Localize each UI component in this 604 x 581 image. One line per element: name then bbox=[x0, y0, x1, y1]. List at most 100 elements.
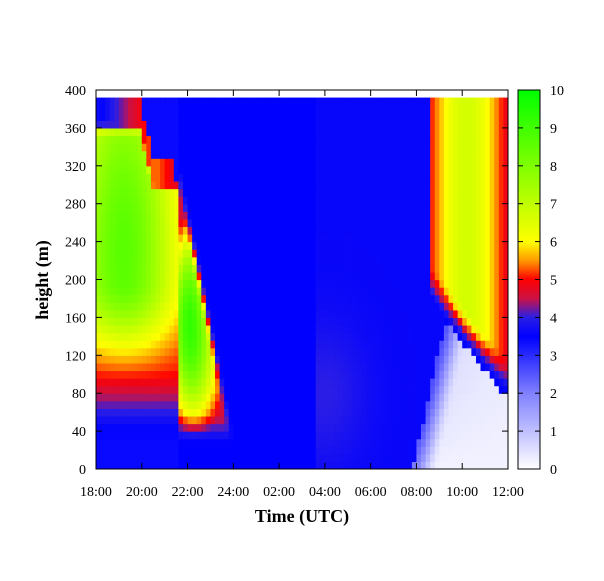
heatmap-cell bbox=[219, 332, 225, 341]
heatmap-cell bbox=[155, 127, 161, 137]
heatmap-cell bbox=[237, 120, 244, 129]
heatmap-cell bbox=[224, 287, 230, 296]
heatmap-cell bbox=[279, 120, 285, 129]
heatmap-cell bbox=[164, 317, 170, 326]
heatmap-cell bbox=[402, 226, 408, 235]
heatmap-cell bbox=[137, 347, 143, 356]
heatmap-cell bbox=[471, 105, 477, 114]
heatmap-cell bbox=[311, 453, 317, 463]
heatmap-cell bbox=[109, 97, 115, 106]
heatmap-cell bbox=[219, 362, 225, 372]
colorbar-tick-label: 1 bbox=[550, 425, 557, 440]
heatmap-cell bbox=[114, 378, 120, 387]
heatmap-cell bbox=[457, 332, 463, 341]
heatmap-cell bbox=[375, 355, 381, 364]
heatmap-cell bbox=[466, 196, 472, 205]
heatmap-cell bbox=[237, 423, 244, 432]
heatmap-cell bbox=[430, 279, 436, 288]
heatmap-cell bbox=[475, 408, 482, 417]
heatmap-cell bbox=[466, 385, 472, 394]
heatmap-cell bbox=[256, 453, 262, 463]
heatmap-cell bbox=[471, 370, 477, 379]
heatmap-cell bbox=[297, 453, 303, 463]
heatmap-cell bbox=[489, 150, 495, 159]
heatmap-cell bbox=[347, 196, 353, 205]
heatmap-cell bbox=[421, 423, 427, 432]
heatmap-cell bbox=[169, 453, 175, 463]
heatmap-cell bbox=[448, 317, 454, 326]
heatmap-cell bbox=[411, 271, 418, 281]
heatmap-cell bbox=[498, 211, 505, 220]
heatmap-cell bbox=[393, 355, 399, 364]
heatmap-cell bbox=[132, 408, 138, 417]
heatmap-cell bbox=[453, 453, 459, 463]
heatmap-cell bbox=[288, 362, 294, 372]
heatmap-cell bbox=[453, 438, 459, 447]
x-tick-label: 18:00 bbox=[80, 485, 112, 500]
heatmap-cell bbox=[164, 127, 170, 137]
heatmap-cell bbox=[274, 332, 280, 341]
heatmap-cell bbox=[503, 415, 508, 425]
heatmap-cell bbox=[471, 340, 477, 349]
heatmap-cell bbox=[352, 385, 358, 394]
heatmap-cell bbox=[462, 446, 468, 455]
heatmap-cell bbox=[132, 196, 138, 205]
heatmap-cell bbox=[219, 423, 225, 432]
heatmap-cell bbox=[96, 127, 102, 137]
heatmap-cell bbox=[182, 97, 189, 106]
heatmap-cell bbox=[471, 332, 477, 341]
heatmap-cell bbox=[169, 393, 175, 402]
heatmap-cell bbox=[320, 165, 326, 174]
heatmap-cell bbox=[109, 347, 115, 356]
heatmap-cell bbox=[393, 97, 399, 106]
heatmap-cell bbox=[265, 347, 271, 356]
heatmap-cell bbox=[297, 393, 303, 402]
heatmap-cell bbox=[370, 271, 376, 281]
heatmap-cell bbox=[114, 324, 120, 334]
heatmap-cell bbox=[192, 370, 198, 379]
heatmap-cell bbox=[480, 249, 486, 258]
heatmap-cell bbox=[475, 294, 482, 303]
heatmap-cell bbox=[324, 340, 331, 349]
heatmap-cell bbox=[475, 446, 482, 455]
heatmap-cell bbox=[324, 264, 331, 273]
heatmap-cell bbox=[219, 249, 225, 258]
heatmap-cell bbox=[324, 378, 331, 387]
heatmap-cell bbox=[338, 165, 344, 174]
heatmap-cell bbox=[366, 461, 372, 469]
heatmap-cell bbox=[489, 196, 495, 205]
heatmap-cell bbox=[178, 105, 184, 114]
heatmap-cell bbox=[251, 302, 257, 311]
heatmap-cell bbox=[128, 97, 134, 106]
heatmap-cell bbox=[466, 234, 472, 243]
heatmap-cell bbox=[297, 378, 303, 387]
heatmap-cell bbox=[169, 302, 175, 311]
heatmap-cell bbox=[421, 97, 427, 106]
heatmap-cell bbox=[388, 211, 395, 220]
heatmap-cell bbox=[462, 347, 468, 356]
heatmap-cell bbox=[347, 264, 353, 273]
heatmap-cell bbox=[182, 249, 189, 258]
heatmap-cell bbox=[334, 317, 340, 326]
heatmap-cell bbox=[443, 415, 450, 425]
heatmap-cell bbox=[324, 143, 331, 152]
heatmap-cell bbox=[182, 256, 189, 265]
heatmap-cell bbox=[434, 438, 440, 447]
heatmap-cell bbox=[105, 393, 111, 402]
heatmap-cell bbox=[384, 203, 390, 212]
heatmap-cell bbox=[128, 279, 134, 288]
heatmap-cell bbox=[375, 340, 381, 349]
heatmap-cell bbox=[421, 378, 427, 387]
heatmap-cell bbox=[434, 332, 440, 341]
heatmap-cell bbox=[187, 127, 193, 137]
heatmap-cell bbox=[123, 249, 129, 258]
heatmap-cell bbox=[292, 180, 299, 190]
heatmap-cell bbox=[329, 150, 335, 159]
heatmap-cell bbox=[169, 143, 175, 152]
heatmap-cell bbox=[315, 218, 321, 228]
heatmap-cell bbox=[384, 180, 390, 190]
heatmap-cell bbox=[237, 453, 244, 463]
heatmap-cell bbox=[182, 294, 189, 303]
heatmap-cell bbox=[366, 158, 372, 167]
heatmap-cell bbox=[242, 347, 248, 356]
